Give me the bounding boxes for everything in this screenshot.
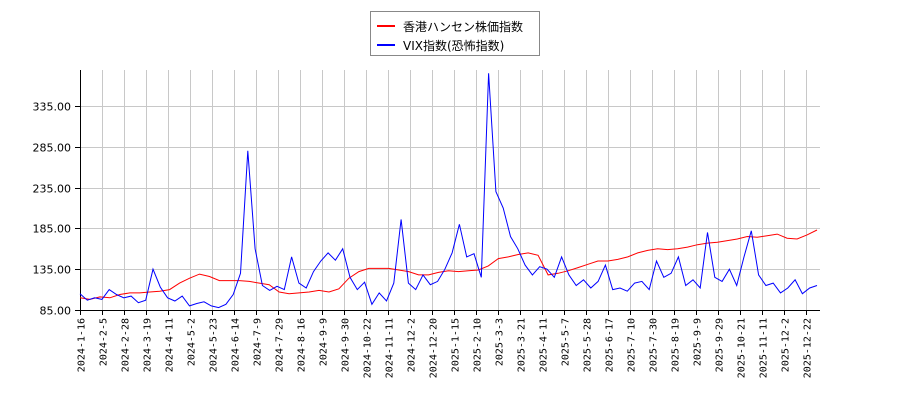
legend-item-hang-seng: 香港ハンセン株価指数 [377,18,523,34]
x-tick-label: 2024-12-2 [407,318,418,372]
y-tick-label: 85.00 [40,305,72,318]
y-tick-label: 285.00 [33,142,72,155]
legend-item-vix: VIX指数(恐怖指数) [377,37,504,53]
x-tick-label: 2024-9-9 [319,318,330,366]
x-tick-label: 2025-10-21 [737,318,748,378]
x-tick-label: 2025-2-10 [473,318,484,372]
x-tick-label: 2024-2-28 [121,318,132,372]
series-line [79,229,818,300]
x-tick-label: 2025-9-29 [715,318,726,372]
x-tick-label: 2024-7-9 [253,318,264,366]
x-tick-label: 2024-4-11 [165,318,176,372]
x-tick-label: 2025-7-10 [627,318,638,372]
x-tick-label: 2025-9-9 [693,318,704,366]
legend: 香港ハンセン株価指数 VIX指数(恐怖指数) [370,11,540,56]
x-tick-label: 2024-6-14 [231,318,242,372]
x-tick-label: 2025-5-7 [561,318,572,366]
x-tick-label: 2025-3-21 [517,318,528,372]
x-tick-label: 2024-3-19 [143,318,154,372]
x-tick-label: 2024-2-5 [99,318,110,366]
y-tick-label: 335.00 [33,101,72,114]
x-tick-label: 2024-12-20 [429,318,440,378]
x-tick-label: 2025-8-19 [671,318,682,372]
x-tick-label: 2024-11-11 [385,318,396,378]
legend-label: VIX指数(恐怖指数) [403,38,505,53]
x-tick-label: 2025-12-2 [781,318,792,372]
x-tick-label: 2025-5-28 [583,318,594,372]
x-tick-label: 2025-12-22 [803,318,814,378]
x-tick-label: 2025-11-11 [759,318,770,378]
x-tick-label: 2024-10-22 [363,318,374,378]
y-tick-label: 185.00 [33,223,72,236]
x-tick-label: 2024-5-23 [209,318,220,372]
grid-lines [80,70,820,310]
x-tick-label: 2024-8-16 [297,318,308,372]
x-tick-label: 2024-1-16 [77,318,88,372]
x-tick-label: 2024-9-30 [341,318,352,372]
data-lines [79,73,818,309]
x-tick-label: 2025-6-17 [605,318,616,372]
y-axis: 85.00 135.00 185.00 235.00 285.00 335.00 [33,70,81,318]
y-tick-label: 135.00 [33,264,72,277]
x-tick-label: 2024-7-29 [275,318,286,372]
legend-label: 香港ハンセン株価指数 [403,19,524,34]
x-tick-label: 2025-1-15 [451,318,462,372]
x-tick-label: 2024-5-2 [187,318,198,366]
x-tick-label: 2025-3-3 [495,318,506,366]
x-tick-label: 2025-4-11 [539,318,550,372]
x-axis: 2024-1-16 2024-2-5 2024-2-28 2024-3-19 2024-… [77,310,820,378]
blue-line-swatch-icon [377,44,395,46]
red-line-swatch-icon [377,25,395,27]
series-line [79,73,818,309]
x-tick-label: 2025-7-30 [649,318,660,372]
y-tick-label: 235.00 [33,183,72,196]
